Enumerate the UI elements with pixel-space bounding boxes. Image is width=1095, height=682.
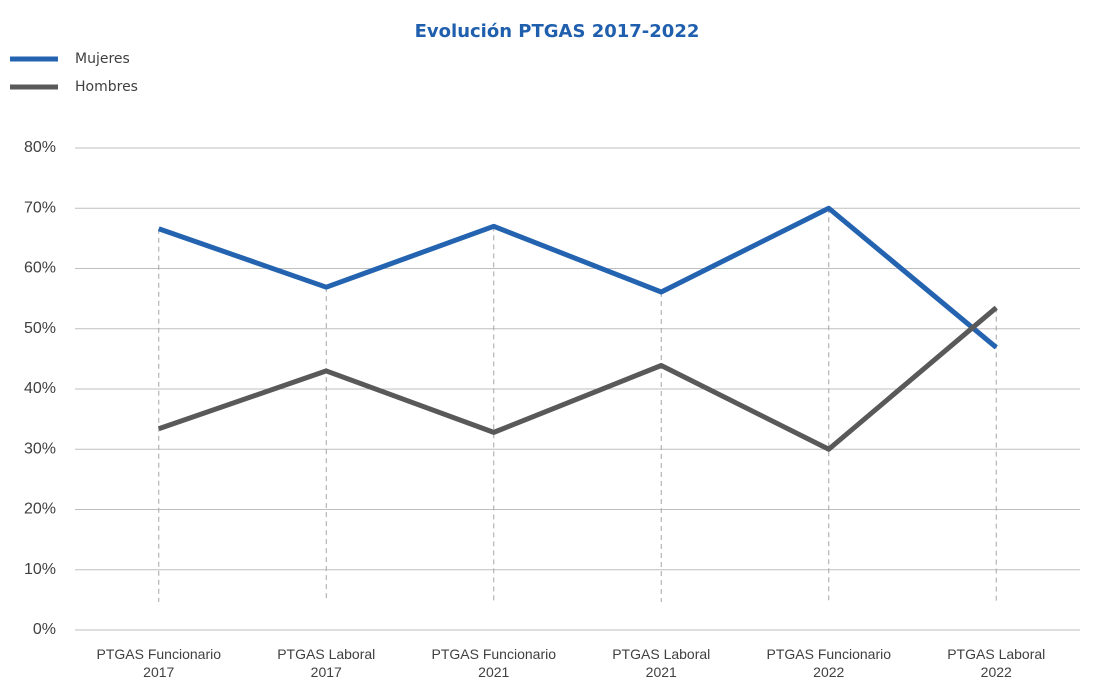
x-tick-label: PTGAS Funcionario 2022 <box>766 646 892 680</box>
y-tick-label: 30% <box>24 440 56 457</box>
y-tick-label: 0% <box>33 621 56 638</box>
series-line <box>157 205 998 350</box>
series-line <box>157 305 998 452</box>
legend-label: Hombres <box>75 79 138 95</box>
x-tick-label: PTGAS Funcionario 2017 <box>96 646 222 680</box>
y-tick-label: 10% <box>24 561 56 578</box>
x-tick-label: PTGAS Laboral 2021 <box>612 646 711 680</box>
y-tick-label: 80% <box>24 139 56 156</box>
x-tick-label: PTGAS Laboral 2022 <box>947 646 1046 680</box>
legend-label: Mujeres <box>75 51 130 67</box>
y-tick-label: 50% <box>24 320 56 337</box>
y-tick-label: 70% <box>24 199 56 216</box>
y-tick-label: 40% <box>24 380 56 397</box>
x-tick-label: PTGAS Funcionario 2021 <box>431 646 557 680</box>
chart-title: Evolución PTGAS 2017-2022 <box>415 21 700 42</box>
x-tick-label: PTGAS Laboral 2017 <box>277 646 376 680</box>
y-tick-label: 60% <box>24 260 56 277</box>
y-tick-label: 20% <box>24 501 56 518</box>
